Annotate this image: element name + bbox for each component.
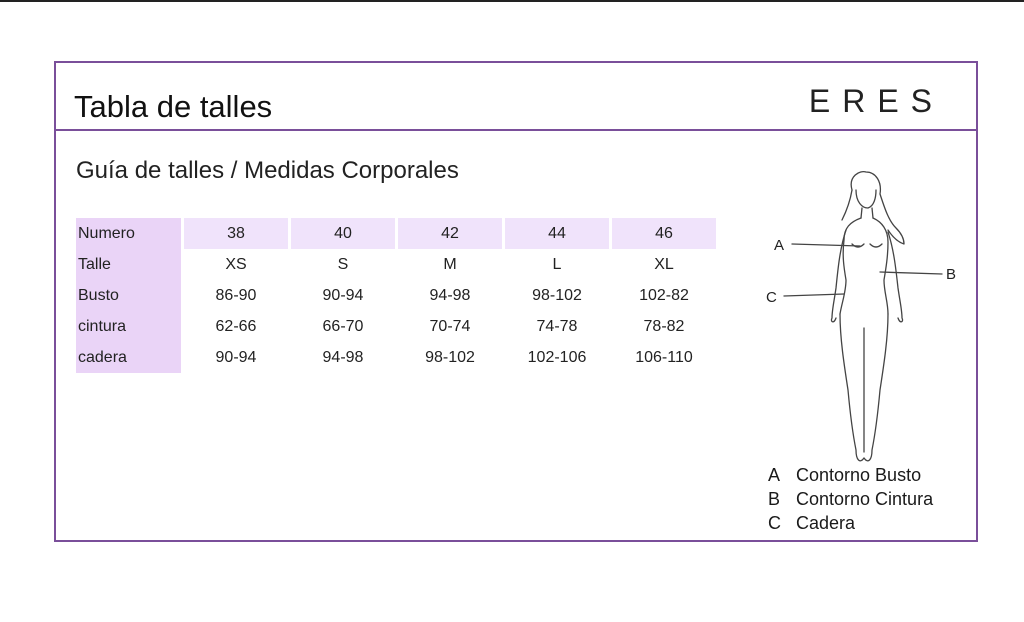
legend-text: Contorno Busto (796, 465, 922, 485)
header-cell: 44 (505, 218, 609, 249)
table-cell: L (552, 255, 562, 273)
legend-key: B (768, 489, 781, 509)
legend-text: Contorno Cintura (796, 489, 934, 509)
row-label: Busto (76, 280, 181, 311)
header-cell: 42 (398, 218, 502, 249)
header-label: Numero (76, 218, 181, 249)
table-cell: 106-110 (635, 348, 693, 366)
table-cell: S (337, 255, 349, 273)
table-header-row: Numero 38 40 42 44 46 (76, 218, 716, 249)
legend-key: A (768, 465, 781, 485)
table-cell: 98-102 (532, 286, 582, 304)
page-title: Tabla de talles (74, 89, 273, 124)
body-figure-illustration: A B C (766, 170, 956, 462)
table-cell: 70-74 (429, 317, 471, 335)
table-cell: 102-106 (527, 348, 587, 366)
top-rule (0, 0, 1024, 2)
legend-item: C Cadera (768, 511, 933, 535)
header-cell: 38 (184, 218, 288, 249)
table-row: cadera 90-94 94-98 98-102 102-106 106-11… (76, 342, 716, 373)
table-cell: 78-82 (643, 317, 685, 335)
row-label: cintura (76, 311, 181, 342)
table-cell: 74-78 (536, 317, 578, 335)
table-row: Talle XS S M L XL (76, 249, 716, 280)
marker-c-label: C (766, 289, 777, 306)
table-row: cintura 62-66 66-70 70-74 74-78 78-82 (76, 311, 716, 342)
table-cell: 94-98 (322, 348, 364, 366)
legend-item: B Contorno Cintura (768, 487, 933, 511)
brand-logo: ERES (808, 83, 944, 119)
table-cell: 102-82 (639, 286, 689, 304)
table-cell: 94-98 (429, 286, 471, 304)
table-cell: 90-94 (215, 348, 257, 366)
marker-a-label: A (774, 237, 784, 254)
table-row: Busto 86-90 90-94 94-98 98-102 102-82 (76, 280, 716, 311)
header-cell: 40 (291, 218, 395, 249)
legend-text: Cadera (796, 513, 856, 533)
table-cell: XS (225, 255, 247, 273)
measurement-legend: A Contorno Busto B Contorno Cintura C Cader… (768, 463, 933, 535)
table-cell: M (443, 255, 457, 273)
table-cell: 98-102 (425, 348, 475, 366)
table-cell: XL (654, 255, 674, 273)
row-label: cadera (76, 342, 181, 373)
section-subtitle: Guía de talles / Medidas Corporales (76, 157, 459, 184)
table-cell: 62-66 (215, 317, 257, 335)
size-table: Numero 38 40 42 44 46 Talle XS S M L XL … (73, 218, 719, 373)
legend-key: C (768, 513, 781, 533)
card-header: Tabla de talles ERES (56, 63, 976, 131)
size-guide-card: Tabla de talles ERES Guía de talles / Me… (54, 61, 978, 542)
table-cell: 86-90 (215, 286, 257, 304)
row-label: Talle (76, 249, 181, 280)
table-cell: 90-94 (322, 286, 364, 304)
marker-b-label: B (946, 266, 956, 283)
header-cell: 46 (612, 218, 716, 249)
legend-item: A Contorno Busto (768, 463, 933, 487)
table-cell: 66-70 (322, 317, 364, 335)
